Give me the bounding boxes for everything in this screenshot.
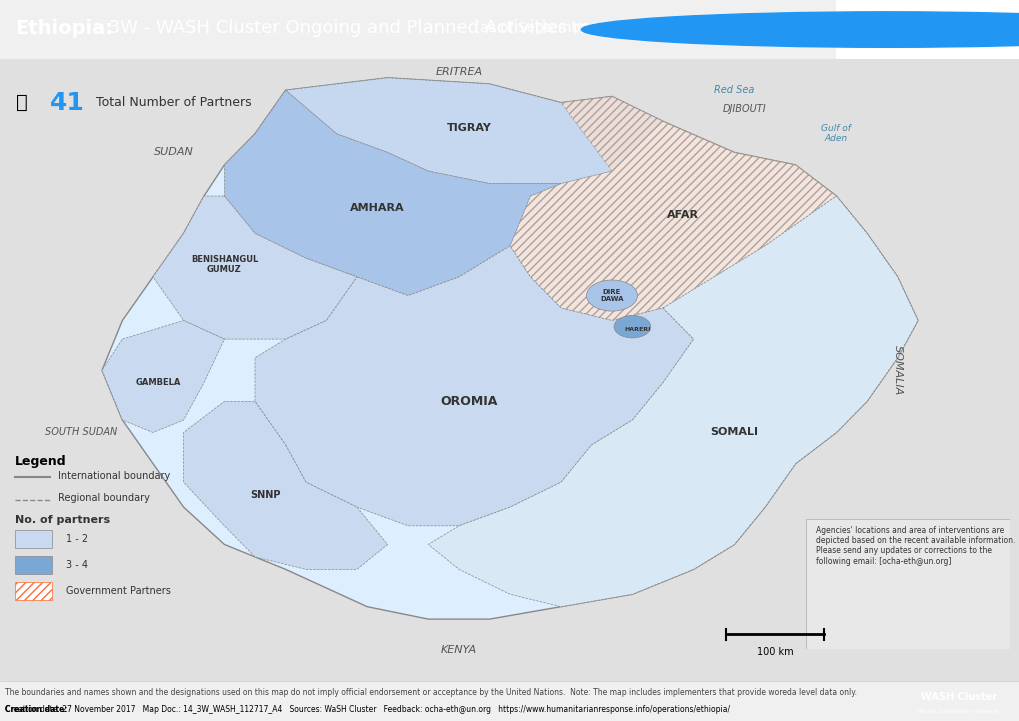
Text: Government Partners: Government Partners — [66, 586, 171, 596]
Polygon shape — [183, 402, 387, 570]
Text: Water Sanitation Hygiene: Water Sanitation Hygiene — [917, 709, 999, 714]
Polygon shape — [224, 90, 560, 296]
Text: DIRE
DAWA: DIRE DAWA — [599, 289, 624, 302]
Polygon shape — [285, 78, 662, 184]
Text: SOMALI: SOMALI — [709, 428, 758, 438]
Text: TIGRAY: TIGRAY — [446, 123, 491, 133]
Text: DJIBOUTI: DJIBOUTI — [722, 104, 765, 114]
Text: AFAR: AFAR — [666, 210, 699, 220]
Text: ERITREA: ERITREA — [435, 66, 482, 76]
Polygon shape — [510, 97, 836, 320]
Text: Creation date:: Creation date: — [5, 705, 67, 715]
Polygon shape — [255, 246, 693, 526]
Text: Regional boundary: Regional boundary — [58, 493, 150, 503]
Text: Gulf of
Aden: Gulf of Aden — [820, 124, 851, 143]
Circle shape — [581, 12, 1019, 48]
Text: OCHA: OCHA — [927, 17, 1007, 40]
FancyBboxPatch shape — [15, 556, 52, 574]
Text: Red Sea: Red Sea — [713, 85, 754, 95]
Text: HARERI: HARERI — [624, 327, 650, 332]
Text: KENYA: KENYA — [440, 645, 477, 655]
Polygon shape — [153, 196, 357, 339]
Text: Total Number of Partners: Total Number of Partners — [96, 96, 252, 110]
FancyBboxPatch shape — [15, 530, 52, 548]
Polygon shape — [102, 78, 917, 619]
Circle shape — [613, 316, 650, 338]
Polygon shape — [102, 320, 224, 433]
Text: OROMIA: OROMIA — [440, 395, 497, 408]
Text: International boundary: International boundary — [58, 472, 170, 482]
Text: Creation date: 27 November 2017   Map Doc.: 14_3W_WASH_112717_A4   Sources: WaSH: Creation date: 27 November 2017 Map Doc.… — [5, 705, 730, 715]
Text: SOUTH SUDAN: SOUTH SUDAN — [46, 428, 117, 438]
Text: GAMBELA: GAMBELA — [136, 379, 180, 387]
Polygon shape — [0, 59, 1019, 681]
Text: SOMALIA: SOMALIA — [892, 345, 902, 395]
Polygon shape — [428, 196, 917, 606]
Text: 3 - 4: 3 - 4 — [66, 560, 89, 570]
Text: SNNP: SNNP — [250, 490, 280, 500]
Text: Agencies' locations and area of interventions are depicted based on the recent a: Agencies' locations and area of interven… — [815, 526, 1014, 566]
Text: The boundaries and names shown and the designations used on this map do not impl: The boundaries and names shown and the d… — [5, 688, 856, 697]
Text: 100 km: 100 km — [756, 647, 793, 658]
Text: No. of partners: No. of partners — [15, 515, 110, 525]
Text: WASH Cluster: WASH Cluster — [920, 692, 996, 702]
Text: 41: 41 — [50, 91, 85, 115]
Text: BENISHANGUL
GUMUZ: BENISHANGUL GUMUZ — [191, 255, 258, 274]
Text: (as of September 2017): (as of September 2017) — [470, 22, 639, 35]
Text: Ethiopia:: Ethiopia: — [15, 19, 113, 38]
Text: SUDAN: SUDAN — [153, 148, 194, 157]
Text: AMHARA: AMHARA — [350, 203, 405, 213]
FancyBboxPatch shape — [15, 583, 52, 601]
Circle shape — [586, 280, 637, 311]
Text: 3W - WASH Cluster Ongoing and Planned Activities map: 3W - WASH Cluster Ongoing and Planned Ac… — [102, 19, 612, 37]
Text: Legend: Legend — [15, 455, 67, 468]
Bar — [836, 0, 1019, 59]
Text: 1 - 2: 1 - 2 — [66, 534, 89, 544]
Text: 🌐: 🌐 — [879, 18, 894, 38]
Text: 🚰: 🚰 — [15, 93, 28, 112]
